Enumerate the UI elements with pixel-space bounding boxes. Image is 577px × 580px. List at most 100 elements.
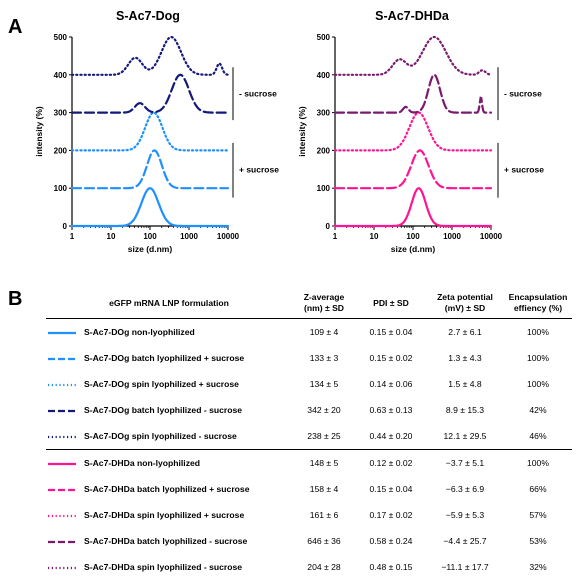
pdi-cell: 0.12 ± 0.02 <box>356 450 426 477</box>
table-row: S-Ac7-DOg batch lyophilized - sucrose 342… <box>46 397 572 423</box>
zeta-cell: 2.7 ± 6.1 <box>426 319 504 346</box>
legend-swatch <box>46 329 78 337</box>
pdi-cell: 0.58 ± 0.24 <box>356 528 426 554</box>
formulation-cell: S-Ac7-DOg batch lyophilized - sucrose <box>46 397 292 423</box>
encapsulation-cell: 32% <box>504 554 572 580</box>
header-z-average: Z-average (nm) ± SD <box>292 288 356 319</box>
zeta-cell: −5.9 ± 5.3 <box>426 502 504 528</box>
x-tick-label-left-0: 1 <box>70 232 75 241</box>
formulation-label: S-Ac7-DHDa non-lyophilized <box>84 458 200 468</box>
pdi-cell: 0.14 ± 0.06 <box>356 371 426 397</box>
zeta-cell: 1.3 ± 4.3 <box>426 345 504 371</box>
z-average-cell: 204 ± 28 <box>292 554 356 580</box>
formulation-cell: S-Ac7-DHDa spin lyophilized + sucrose <box>46 502 292 528</box>
zeta-cell: −11.1 ± 17.7 <box>426 554 504 580</box>
encapsulation-cell: 66% <box>504 476 572 502</box>
formulation-cell: S-Ac7-DHDa non-lyophilized <box>46 450 292 477</box>
z-average-cell: 238 ± 25 <box>292 423 356 450</box>
pdi-cell: 0.17 ± 0.02 <box>356 502 426 528</box>
y-tick-label-right-0: 0 <box>326 222 331 231</box>
pdi-cell: 0.44 ± 0.20 <box>356 423 426 450</box>
series-line-right-0 <box>335 188 491 226</box>
y-axis-label-right: intensity (%) <box>297 106 307 157</box>
y-tick-label-right-5: 500 <box>317 33 331 42</box>
x-tick-label-right-1: 10 <box>370 232 379 241</box>
series-line-right-3 <box>335 75 491 113</box>
formulation-cell: S-Ac7-DOg batch lyophilized + sucrose <box>46 345 292 371</box>
header-formulation: eGFP mRNA LNP formulation <box>46 288 292 319</box>
z-average-cell: 109 ± 4 <box>292 319 356 346</box>
x-tick-label-left-3: 1000 <box>180 232 198 241</box>
x-tick-label-right-0: 1 <box>333 232 338 241</box>
header-pdi: PDI ± SD <box>356 288 426 319</box>
y-tick-label-right-3: 300 <box>317 109 331 118</box>
table-row: S-Ac7-DOg spin lyophilized - sucrose 238 … <box>46 423 572 450</box>
chart-title-right: S-Ac7-DHDa <box>375 9 450 23</box>
pdi-cell: 0.63 ± 0.13 <box>356 397 426 423</box>
encapsulation-cell: 100% <box>504 371 572 397</box>
y-tick-label-right-4: 400 <box>317 71 331 80</box>
y-tick-label-left-1: 100 <box>54 184 68 193</box>
z-average-cell: 158 ± 4 <box>292 476 356 502</box>
formulation-label: S-Ac7-DHDa batch lyophilized + sucrose <box>84 484 249 494</box>
encapsulation-cell: 100% <box>504 450 572 477</box>
series-line-right-2 <box>335 113 491 151</box>
y-axis-label-left: intensity (%) <box>34 106 44 157</box>
y-tick-label-left-0: 0 <box>63 222 68 231</box>
encapsulation-cell: 53% <box>504 528 572 554</box>
x-tick-label-left-2: 100 <box>143 232 157 241</box>
encapsulation-cell: 42% <box>504 397 572 423</box>
y-tick-label-left-4: 400 <box>54 71 68 80</box>
formulation-cell: S-Ac7-DHDa batch lyophilized - sucrose <box>46 528 292 554</box>
zeta-cell: −3.7 ± 5.1 <box>426 450 504 477</box>
x-axis-label-left: size (d.nm) <box>128 244 173 254</box>
panel-b-label: B <box>8 288 22 311</box>
series-line-left-2 <box>72 113 228 151</box>
pdi-cell: 0.15 ± 0.02 <box>356 345 426 371</box>
header-encapsulation: Encapsulation effiency (%) <box>504 288 572 319</box>
label-plus-sucrose-right: + sucrose <box>504 164 544 174</box>
formulation-cell: S-Ac7-DOg non-lyophilized <box>46 319 292 346</box>
formulation-label: S-Ac7-DOg batch lyophilized - sucrose <box>84 405 242 415</box>
y-tick-label-left-2: 200 <box>54 146 68 155</box>
y-tick-label-left-5: 500 <box>54 33 68 42</box>
label-minus-sucrose-right: - sucrose <box>504 89 542 99</box>
z-average-cell: 134 ± 5 <box>292 371 356 397</box>
x-axis-label-right: size (d.nm) <box>391 244 436 254</box>
y-tick-label-right-2: 200 <box>317 146 331 155</box>
series-line-right-4 <box>335 37 491 75</box>
formulation-table-wrap: eGFP mRNA LNP formulation Z-average (nm)… <box>46 288 572 580</box>
z-average-cell: 133 ± 3 <box>292 345 356 371</box>
z-average-cell: 342 ± 20 <box>292 397 356 423</box>
y-tick-label-left-3: 300 <box>54 109 68 118</box>
legend-swatch <box>46 486 78 494</box>
formulation-label: S-Ac7-DOg spin lyophilized - sucrose <box>84 431 237 441</box>
formulation-label: S-Ac7-DOg batch lyophilized + sucrose <box>84 353 244 363</box>
pdi-cell: 0.15 ± 0.04 <box>356 476 426 502</box>
table-row: S-Ac7-DHDa batch lyophilized + sucrose 15… <box>46 476 572 502</box>
legend-swatch <box>46 407 78 415</box>
x-tick-label-right-4: 10000 <box>480 232 503 241</box>
x-tick-label-right-3: 1000 <box>443 232 461 241</box>
table-row: S-Ac7-DOg batch lyophilized + sucrose 133… <box>46 345 572 371</box>
series-line-right-1 <box>335 150 491 188</box>
encapsulation-cell: 100% <box>504 345 572 371</box>
formulation-table: eGFP mRNA LNP formulation Z-average (nm)… <box>46 288 572 580</box>
legend-swatch <box>46 355 78 363</box>
legend-swatch <box>46 564 78 572</box>
series-line-left-3 <box>72 75 228 113</box>
table-header-row: eGFP mRNA LNP formulation Z-average (nm)… <box>46 288 572 319</box>
series-line-left-1 <box>72 150 228 188</box>
legend-swatch <box>46 512 78 520</box>
formulation-label: S-Ac7-DOg non-lyophilized <box>84 327 195 337</box>
x-tick-label-left-1: 10 <box>107 232 116 241</box>
header-zeta: Zeta potential (mV) ± SD <box>426 288 504 319</box>
zeta-cell: 1.5 ± 4.8 <box>426 371 504 397</box>
chart-title-left: S-Ac7-Dog <box>116 9 180 23</box>
x-tick-label-right-2: 100 <box>406 232 420 241</box>
